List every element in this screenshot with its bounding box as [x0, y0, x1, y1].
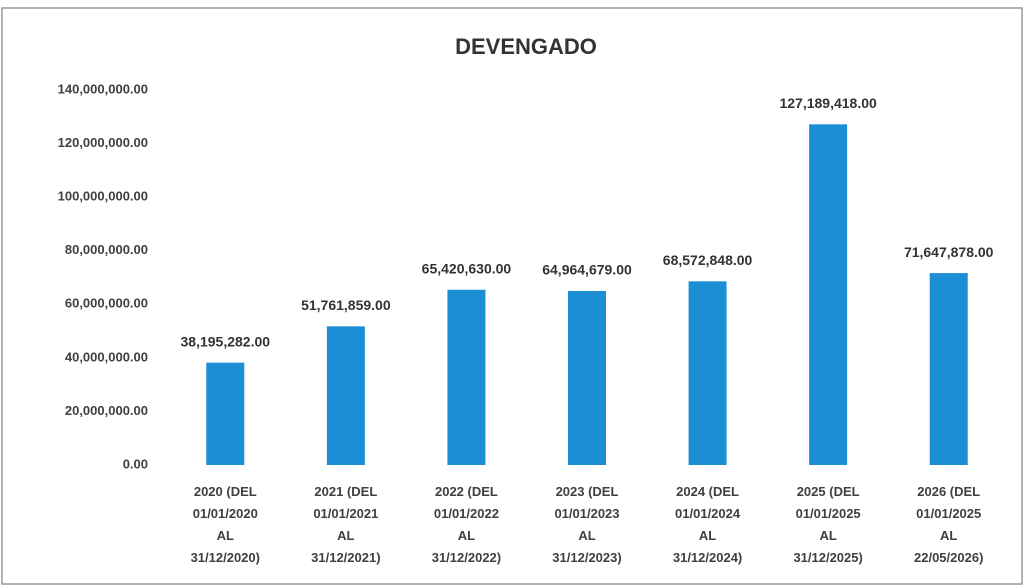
- bar: [809, 124, 848, 465]
- x-tick-label-line: 31/12/2024): [673, 550, 742, 565]
- x-tick-label-line: AL: [337, 528, 354, 543]
- x-tick-label-line: 31/12/2025): [793, 550, 862, 565]
- x-tick-label: 2022 (DEL 01/01/2022 AL 31/12/2022): [432, 484, 501, 565]
- x-tick-label-line: 01/01/2022: [434, 506, 499, 521]
- bar: [929, 273, 968, 465]
- bar: [326, 326, 365, 465]
- x-tick-label: 2020 (DEL 01/01/2020 AL 31/12/2020): [191, 484, 260, 565]
- x-tick-label-line: 22/05/2026): [914, 550, 983, 565]
- y-tick-label: 40,000,000.00: [65, 349, 148, 364]
- value-label: 68,572,848.00: [663, 252, 753, 268]
- x-tick-label: 2026 (DEL 01/01/2025 AL 22/05/2026): [914, 484, 983, 565]
- y-tick-label: 20,000,000.00: [65, 403, 148, 418]
- x-tick-label-line: 01/01/2024: [675, 506, 741, 521]
- x-tick-label-line: 31/12/2023): [552, 550, 621, 565]
- x-tick-label-line: 2026 (DEL: [917, 484, 980, 499]
- value-label: 65,420,630.00: [422, 260, 512, 276]
- x-tick-label-line: 2021 (DEL: [314, 484, 377, 499]
- x-tick-label-line: 2024 (DEL: [676, 484, 739, 499]
- value-label: 51,761,859.00: [301, 297, 391, 313]
- x-tick-label: 2025 (DEL 01/01/2025 AL 31/12/2025): [793, 484, 862, 565]
- x-tick-label-line: 2025 (DEL: [797, 484, 860, 499]
- x-tick-label-line: 01/01/2023: [554, 506, 619, 521]
- x-tick-label-line: 01/01/2025: [916, 506, 981, 521]
- x-tick-label: 2024 (DEL 01/01/2024 AL 31/12/2024): [673, 484, 742, 565]
- x-tick-label-line: 2020 (DEL: [194, 484, 257, 499]
- y-tick-label: 120,000,000.00: [58, 135, 148, 150]
- x-tick-label-line: 31/12/2022): [432, 550, 501, 565]
- value-label: 64,964,679.00: [542, 262, 632, 278]
- bar: [447, 289, 486, 465]
- x-tick-label-line: 31/12/2020): [191, 550, 260, 565]
- x-tick-label-line: 31/12/2021): [311, 550, 380, 565]
- bar: [206, 362, 245, 465]
- y-tick-label: 0.00: [123, 456, 148, 471]
- x-tick-label-line: AL: [458, 528, 475, 543]
- x-tick-label-line: AL: [217, 528, 234, 543]
- value-label: 127,189,418.00: [779, 95, 877, 111]
- y-tick-label: 80,000,000.00: [65, 242, 148, 257]
- x-tick-label-line: AL: [699, 528, 716, 543]
- x-tick-label: 2023 (DEL 01/01/2023 AL 31/12/2023): [552, 484, 621, 565]
- x-tick-label-line: 2023 (DEL: [556, 484, 619, 499]
- x-tick-label-line: 01/01/2021: [313, 506, 378, 521]
- y-tick-label: 100,000,000.00: [58, 189, 148, 204]
- y-tick-label: 140,000,000.00: [58, 81, 148, 96]
- value-label: 38,195,282.00: [181, 333, 271, 349]
- x-tick-label: 2021 (DEL 01/01/2021 AL 31/12/2021): [311, 484, 380, 565]
- x-tick-label-line: AL: [578, 528, 595, 543]
- chart-title: DEVENGADO: [455, 34, 597, 59]
- x-tick-label-line: 01/01/2025: [796, 506, 861, 521]
- x-tick-label-line: AL: [819, 528, 836, 543]
- bar: [688, 281, 727, 465]
- x-tick-label-line: 2022 (DEL: [435, 484, 498, 499]
- value-label: 71,647,878.00: [904, 244, 994, 260]
- x-tick-label-line: 01/01/2020: [193, 506, 258, 521]
- bar: [568, 290, 606, 465]
- y-tick-label: 60,000,000.00: [65, 296, 148, 311]
- chart-border: [1, 7, 1023, 585]
- x-tick-label-line: AL: [940, 528, 957, 543]
